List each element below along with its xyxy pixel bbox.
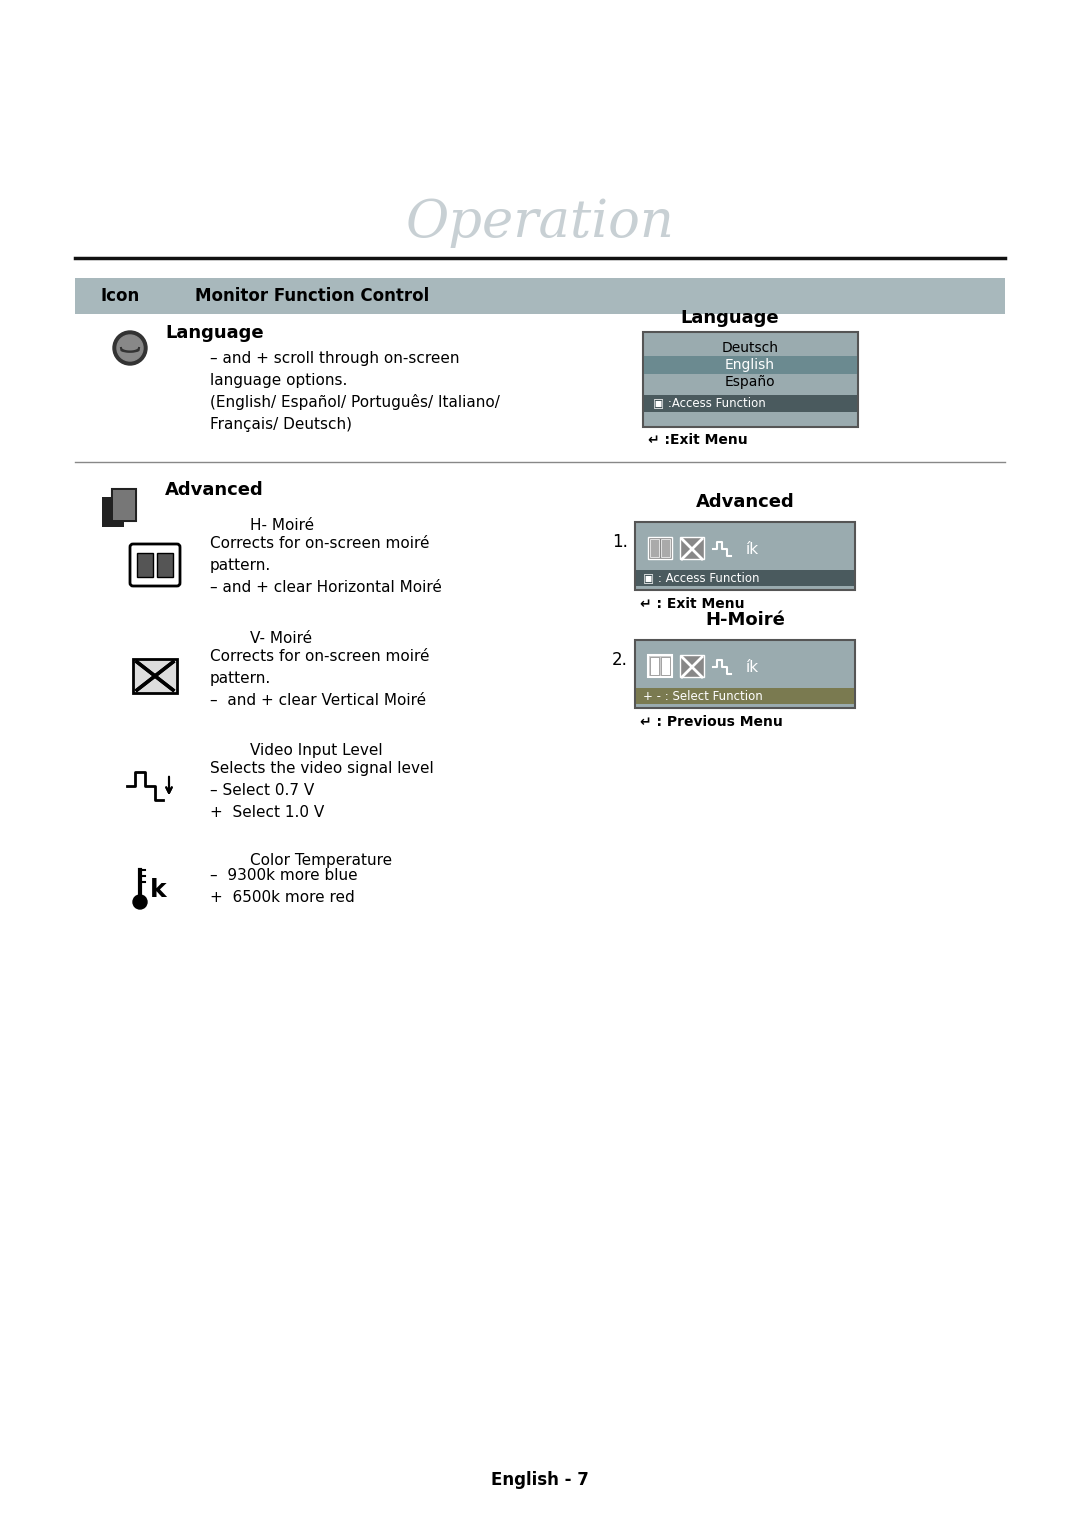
Text: Españo: Españo — [725, 374, 775, 390]
Bar — [636, 688, 854, 704]
Text: 1.: 1. — [612, 533, 627, 552]
Text: +  Select 1.0 V: + Select 1.0 V — [210, 805, 324, 819]
Bar — [133, 659, 177, 694]
Bar — [680, 536, 704, 559]
Text: H- Moiré: H- Moiré — [249, 518, 314, 532]
Text: Video Input Level: Video Input Level — [249, 743, 382, 758]
Text: +  6500k more red: + 6500k more red — [210, 889, 354, 905]
Bar — [648, 536, 672, 559]
Text: Language: Language — [680, 309, 780, 327]
Text: Language: Language — [165, 324, 264, 342]
Text: pattern.: pattern. — [210, 558, 271, 573]
Bar — [635, 640, 855, 707]
Bar — [112, 489, 136, 521]
Text: Français/ Deutsch): Français/ Deutsch) — [210, 417, 352, 431]
Bar — [680, 656, 704, 677]
Text: Deutsch: Deutsch — [721, 341, 779, 354]
Text: Operation: Operation — [406, 197, 674, 248]
Text: Monitor Function Control: Monitor Function Control — [195, 287, 429, 306]
Bar — [648, 656, 672, 677]
Text: ▣ :Access Function: ▣ :Access Function — [653, 396, 766, 410]
Text: – Select 0.7 V: – Select 0.7 V — [210, 782, 314, 798]
Text: ↵ :Exit Menu: ↵ :Exit Menu — [648, 432, 747, 448]
Text: –  and + clear Vertical Moiré: – and + clear Vertical Moiré — [210, 692, 427, 707]
Text: Corrects for on-screen moiré: Corrects for on-screen moiré — [210, 648, 430, 663]
Text: ▣ : Access Function: ▣ : Access Function — [643, 571, 759, 585]
Text: Color Temperature: Color Temperature — [249, 853, 392, 868]
Bar — [644, 356, 858, 374]
Text: – and + scroll through on-screen: – and + scroll through on-screen — [210, 350, 459, 365]
Text: (English/ Español/ Português/ Italiano/: (English/ Español/ Português/ Italiano/ — [210, 394, 500, 410]
Bar — [102, 497, 124, 527]
Text: English: English — [725, 358, 775, 371]
Text: Advanced: Advanced — [696, 494, 795, 510]
Bar — [113, 490, 135, 520]
Bar — [636, 570, 854, 587]
FancyBboxPatch shape — [130, 544, 180, 587]
Bar — [650, 657, 659, 675]
Text: Selects the video signal level: Selects the video signal level — [210, 761, 434, 776]
Bar — [157, 553, 173, 578]
Text: ↵ : Exit Menu: ↵ : Exit Menu — [640, 597, 744, 611]
Text: – and + clear Horizontal Moiré: – and + clear Horizontal Moiré — [210, 579, 442, 594]
Text: ík: ík — [746, 660, 759, 674]
Text: + - : Select Function: + - : Select Function — [643, 689, 762, 703]
Bar — [635, 523, 855, 590]
Bar — [661, 539, 670, 558]
Text: Corrects for on-screen moiré: Corrects for on-screen moiré — [210, 535, 430, 550]
Text: language options.: language options. — [210, 373, 348, 388]
Bar — [650, 539, 659, 558]
Bar — [137, 553, 153, 578]
Circle shape — [117, 335, 143, 361]
Text: Icon: Icon — [100, 287, 139, 306]
Circle shape — [133, 895, 147, 909]
Text: ík: ík — [746, 541, 759, 556]
Text: ↵ : Previous Menu: ↵ : Previous Menu — [640, 715, 783, 729]
Bar — [643, 332, 858, 426]
Circle shape — [113, 332, 147, 365]
Text: English - 7: English - 7 — [491, 1471, 589, 1488]
Text: V- Moiré: V- Moiré — [249, 631, 312, 645]
Bar — [75, 278, 1005, 313]
Bar — [644, 396, 858, 413]
Text: –  9300k more blue: – 9300k more blue — [210, 868, 357, 883]
Text: 2.: 2. — [612, 651, 627, 669]
Text: k: k — [150, 879, 166, 902]
Text: pattern.: pattern. — [210, 671, 271, 686]
Text: H-Moiré: H-Moiré — [705, 611, 785, 630]
Bar — [661, 657, 670, 675]
Text: Advanced: Advanced — [165, 481, 264, 500]
